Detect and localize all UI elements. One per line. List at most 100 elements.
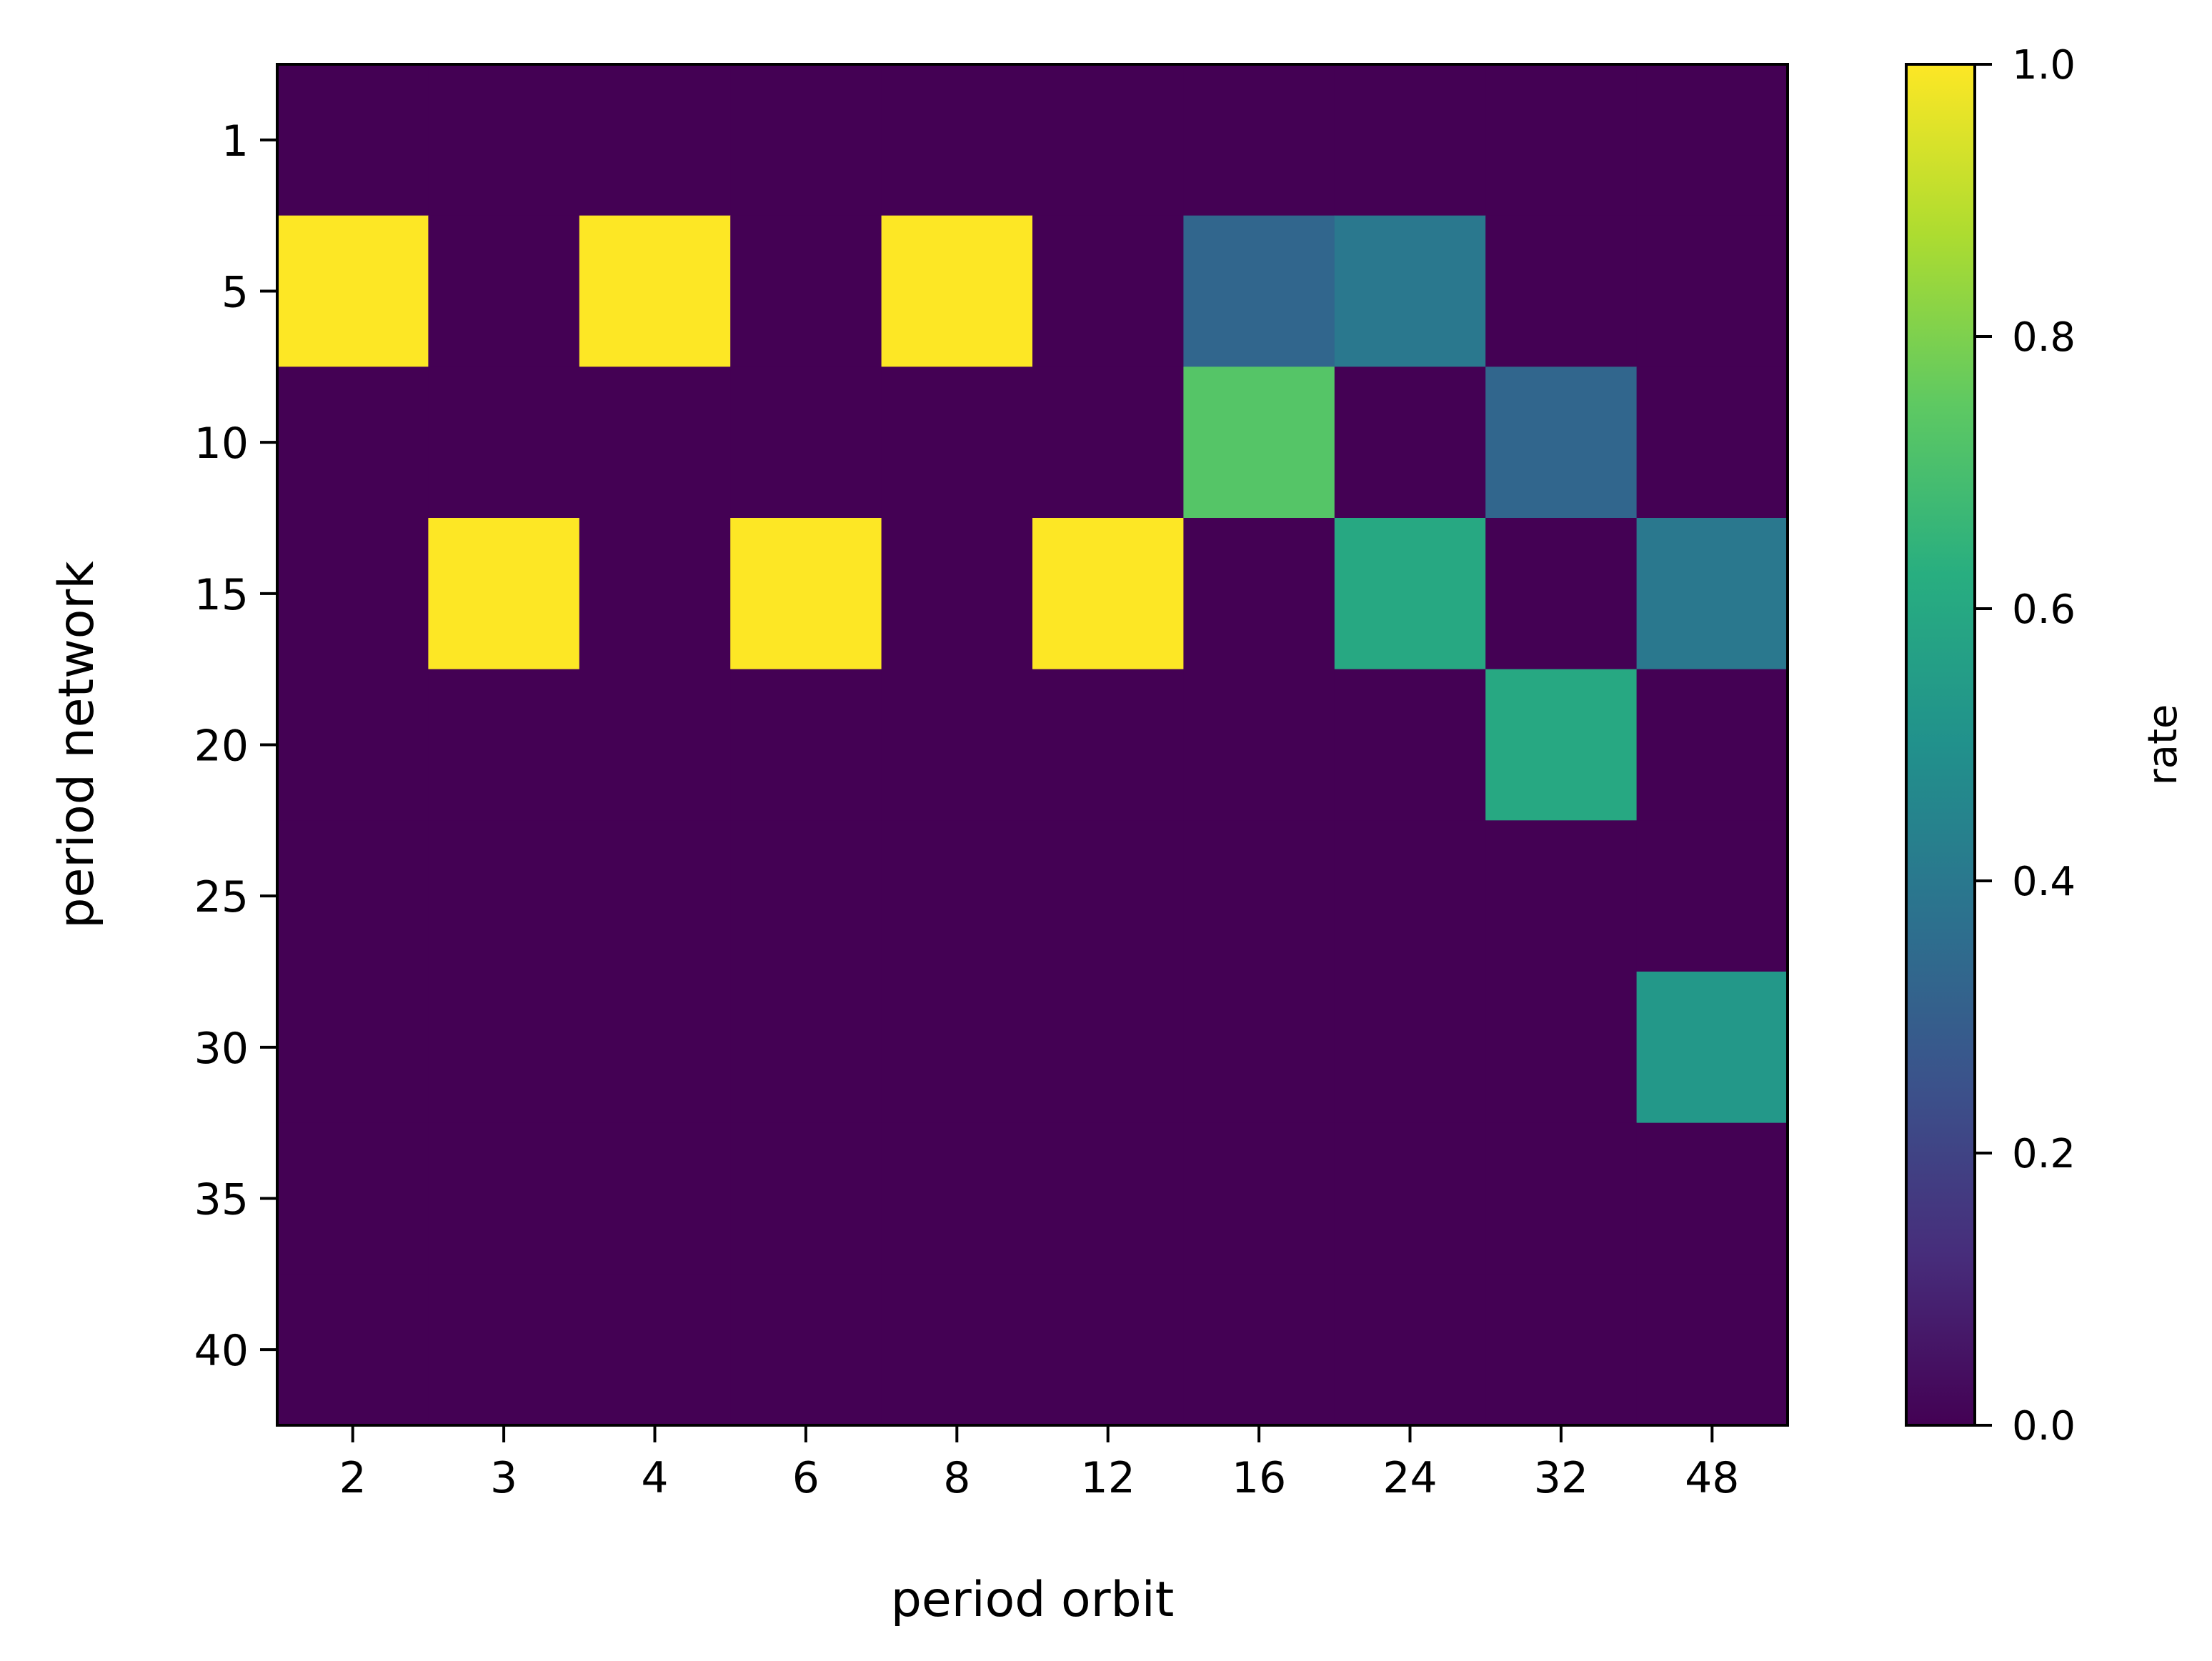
heatmap-cell xyxy=(730,1274,882,1426)
heatmap-cell xyxy=(277,669,429,821)
y-tick-label: 1 xyxy=(221,116,249,166)
heatmap-cell xyxy=(1032,64,1184,216)
heatmap-cell xyxy=(1334,215,1486,367)
heatmap-cell xyxy=(579,972,731,1124)
heatmap-cell xyxy=(277,820,429,972)
x-axis-ticks: 2 3 4 6 8 12 16 24 32 48 xyxy=(339,1425,1739,1503)
heatmap-cell xyxy=(1636,366,1788,519)
y-tick-label: 10 xyxy=(194,419,249,469)
heatmap-cell xyxy=(1485,366,1638,519)
colorbar-tick-label: 0.8 xyxy=(2012,314,2076,361)
heatmap-cell xyxy=(1485,1122,1638,1275)
heatmap-cell xyxy=(1636,518,1788,670)
x-tick-label: 16 xyxy=(1232,1453,1286,1503)
heatmap-cell xyxy=(1183,215,1335,367)
heatmap-cell xyxy=(730,1122,882,1275)
heatmap-cell xyxy=(881,669,1033,821)
heatmap-cell xyxy=(428,820,580,972)
heatmap-cell xyxy=(730,669,882,821)
heatmap-cell xyxy=(1032,1274,1184,1426)
heatmap-cell xyxy=(1032,1122,1184,1275)
heatmap-cell xyxy=(579,64,731,216)
heatmap-cell xyxy=(428,64,580,216)
x-tick-label: 2 xyxy=(339,1453,367,1503)
heatmap-cell xyxy=(277,366,429,519)
heatmap-cell xyxy=(579,820,731,972)
heatmap-cell xyxy=(1032,366,1184,519)
heatmap-cell xyxy=(579,1122,731,1275)
colorbar-ticks: 0.0 0.2 0.4 0.6 0.8 1.0 xyxy=(1975,42,2076,1450)
heatmap-cell xyxy=(1636,820,1788,972)
heatmap-cell xyxy=(1032,669,1184,821)
heatmap-cell xyxy=(1485,1274,1638,1426)
heatmap-cell xyxy=(730,820,882,972)
heatmap-cell xyxy=(1032,215,1184,367)
heatmap-cell xyxy=(1183,518,1335,670)
colorbar-tick-label: 0.6 xyxy=(2012,587,2076,633)
heatmap-cell xyxy=(1636,669,1788,821)
y-tick-label: 25 xyxy=(194,872,249,922)
heatmap-cell xyxy=(1485,669,1638,821)
heatmap-cell xyxy=(1334,972,1486,1124)
x-tick-label: 6 xyxy=(792,1453,819,1503)
heatmap-cell xyxy=(1183,366,1335,519)
heatmap-cell xyxy=(1485,64,1638,216)
y-tick-label: 5 xyxy=(221,268,249,318)
heatmap-cell xyxy=(1334,366,1486,519)
heatmap-cell xyxy=(428,1274,580,1426)
y-tick-label: 15 xyxy=(194,570,249,620)
x-tick-label: 3 xyxy=(490,1453,517,1503)
x-tick-label: 4 xyxy=(641,1453,668,1503)
heatmap-cell xyxy=(277,1274,429,1426)
heatmap-cell xyxy=(1032,820,1184,972)
heatmap-cell xyxy=(881,972,1033,1124)
heatmap-cell xyxy=(277,64,429,216)
heatmap-cell xyxy=(881,1274,1033,1426)
x-tick-label: 48 xyxy=(1685,1453,1739,1503)
heatmap-cell xyxy=(579,1274,731,1426)
heatmap-cell xyxy=(881,64,1033,216)
heatmap-cell xyxy=(428,669,580,821)
heatmap-cell xyxy=(1334,1122,1486,1275)
heatmap-cell xyxy=(1032,972,1184,1124)
heatmap-cell xyxy=(1636,972,1788,1124)
heatmap-cell xyxy=(1032,518,1184,670)
y-tick-label: 20 xyxy=(194,722,249,772)
heatmap-cell xyxy=(1183,669,1335,821)
heatmap-cell xyxy=(730,215,882,367)
heatmap-cell xyxy=(1334,669,1486,821)
heatmap-cell xyxy=(1485,518,1638,670)
colorbar-label: rate xyxy=(2140,704,2186,786)
heatmap-cell xyxy=(428,518,580,670)
heatmap-cell xyxy=(579,366,731,519)
heatmap-cell xyxy=(579,669,731,821)
heatmap-cell xyxy=(1485,215,1638,367)
heatmap-cell xyxy=(1334,820,1486,972)
y-tick-label: 40 xyxy=(194,1326,249,1376)
heatmap-cell xyxy=(579,518,731,670)
heatmap-cell xyxy=(730,972,882,1124)
heatmap-cell xyxy=(730,366,882,519)
heatmap-cell xyxy=(579,215,731,367)
heatmap-cell xyxy=(428,1122,580,1275)
colorbar-tick-label: 0.0 xyxy=(2012,1403,2076,1450)
heatmap-cells xyxy=(277,64,1788,1426)
colorbar-tick-label: 1.0 xyxy=(2012,42,2076,89)
heatmap-cell xyxy=(730,518,882,670)
heatmap-cell xyxy=(428,215,580,367)
heatmap-cell xyxy=(1334,1274,1486,1426)
heatmap-cell xyxy=(1636,215,1788,367)
heatmap-cell xyxy=(1636,1274,1788,1426)
heatmap-cell xyxy=(1183,64,1335,216)
heatmap-cell xyxy=(881,366,1033,519)
heatmap-cell xyxy=(277,972,429,1124)
heatmap-cell xyxy=(1485,820,1638,972)
x-tick-label: 8 xyxy=(943,1453,970,1503)
heatmap-cell xyxy=(1183,820,1335,972)
x-tick-label: 12 xyxy=(1081,1453,1135,1503)
heatmap-cell xyxy=(730,64,882,216)
heatmap-cell xyxy=(881,518,1033,670)
heatmap-cell xyxy=(881,820,1033,972)
heatmap-cell xyxy=(277,1122,429,1275)
